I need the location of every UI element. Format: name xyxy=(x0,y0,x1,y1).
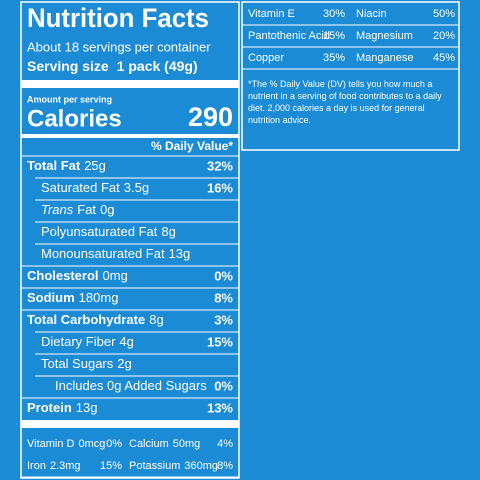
nutrient-name: Includes 0g Added Sugars xyxy=(55,378,207,393)
daily-value: 8% xyxy=(214,290,233,305)
footnote: *The % Daily Value (DV) tells you how mu… xyxy=(248,79,442,125)
nutrient-amount: 8g xyxy=(161,224,175,239)
calories-value: 290 xyxy=(188,102,233,132)
vitamin: Manganese xyxy=(356,52,414,64)
nutrient-amount: 180mg xyxy=(79,290,119,305)
vitamin-dv: 20% xyxy=(433,30,455,42)
vitamin-amount: 50mg xyxy=(173,438,201,450)
servings: About 18 servings per container xyxy=(27,39,211,54)
vitamin-name: Vitamin E xyxy=(248,8,295,20)
nutrient: Protein 13g xyxy=(27,400,98,415)
nutrient-amount: 4g xyxy=(119,334,133,349)
nutrient-name: Total Sugars xyxy=(41,356,114,371)
calories-label: Calories xyxy=(27,105,122,132)
vitamin: Magnesium xyxy=(356,30,413,42)
nutrient-name: Dietary Fiber xyxy=(41,334,116,349)
vitamin-amount: 2.3mg xyxy=(50,460,81,472)
nutrient: Cholesterol 0mg xyxy=(27,268,128,283)
serving-size-value: 1 pack (49g) xyxy=(117,58,198,74)
nutrient-name: Total Carbohydrate xyxy=(27,312,145,327)
vitamin-name: Copper xyxy=(248,52,284,64)
vitamin: Iron 2.3mg xyxy=(27,460,81,472)
nutrient: Dietary Fiber 4g xyxy=(41,334,134,349)
title: Nutrition Facts xyxy=(27,3,209,33)
vitamin-dv: 50% xyxy=(433,8,455,20)
vitamin-dv: 15% xyxy=(100,460,122,472)
vitamin-dv: 30% xyxy=(323,8,345,20)
nutrient: Polyunsaturated Fat 8g xyxy=(41,224,176,239)
vitamin-dv: 15% xyxy=(323,30,345,42)
thick-rule xyxy=(21,80,239,88)
daily-value: 13% xyxy=(207,400,233,415)
vitamin-name: Pantothenic Acid xyxy=(248,30,330,42)
left-panel xyxy=(20,1,240,479)
serving-size-label: Serving size xyxy=(27,58,109,74)
vitamin: Copper xyxy=(248,52,284,64)
vitamin-dv: 45% xyxy=(433,52,455,64)
vitamin-dv: 35% xyxy=(323,52,345,64)
nutrient-name: Polyunsaturated Fat xyxy=(41,224,158,239)
vitamin-amount: 0mcg xyxy=(78,438,105,450)
nutrient: Sodium 180mg xyxy=(27,290,118,305)
nutrient-name: Sodium xyxy=(27,290,75,305)
medium-rule xyxy=(21,134,239,138)
daily-value: 32% xyxy=(207,158,233,173)
vitamin-name: Niacin xyxy=(356,8,387,20)
nutrient-name: Saturated Fat xyxy=(41,180,120,195)
daily-value: 3% xyxy=(214,312,233,327)
vitamin: Calcium 50mg xyxy=(129,438,200,450)
nutrient-name: Total Fat xyxy=(27,158,81,173)
daily-value: 0% xyxy=(214,378,233,393)
vitamin-name: Manganese xyxy=(356,52,414,64)
amount-per-serving: Amount per serving xyxy=(27,94,112,104)
vitamin-dv: 4% xyxy=(217,438,233,450)
nutrient-amount: 2g xyxy=(117,356,131,371)
vitamin-name: Calcium xyxy=(129,438,169,450)
nutrient: Trans Fat 0g xyxy=(41,202,115,217)
nutrient-name: Fat xyxy=(77,202,96,217)
daily-value: 16% xyxy=(207,180,233,195)
vitamin: Potassium 360mg xyxy=(129,460,218,472)
vitamin-dv: 0% xyxy=(106,438,122,450)
right-panel xyxy=(241,1,460,151)
nutrient-prefix: Trans xyxy=(41,202,74,217)
daily-value: 0% xyxy=(214,268,233,283)
vitamin: Vitamin E xyxy=(248,8,295,20)
nutrient: Monounsaturated Fat 13g xyxy=(41,246,190,261)
nutrient-amount: 13g xyxy=(76,400,98,415)
thick-rule xyxy=(21,420,239,428)
vitamin-dv: 8% xyxy=(217,460,233,472)
vitamin-name: Potassium xyxy=(129,460,180,472)
vitamin: Niacin xyxy=(356,8,387,20)
nutrient-amount: 0mg xyxy=(103,268,128,283)
dv-header: % Daily Value* xyxy=(151,139,233,153)
nutrient: Total Fat 25g xyxy=(27,158,106,173)
serving-size: Serving size 1 pack (49g) xyxy=(27,58,198,74)
vitamin-amount: 360mg xyxy=(184,460,218,472)
nutrient-name: Cholesterol xyxy=(27,268,99,283)
nutrient: Total Carbohydrate 8g xyxy=(27,312,164,327)
nutrient-amount: 13g xyxy=(169,246,191,261)
nutrient-amount: 8g xyxy=(149,312,163,327)
vitamin-name: Magnesium xyxy=(356,30,413,42)
vitamin: Pantothenic Acid xyxy=(248,30,330,42)
daily-value: 15% xyxy=(207,334,233,349)
nutrient-amount: 0g xyxy=(100,202,114,217)
vitamin-name: Iron xyxy=(27,460,46,472)
nutrient: Includes 0g Added Sugars xyxy=(55,378,207,393)
vitamin-name: Vitamin D xyxy=(27,438,75,450)
nutrient-amount: 25g xyxy=(84,158,106,173)
nutrient-amount: 3.5g xyxy=(124,180,149,195)
vitamin: Vitamin D 0mcg xyxy=(27,438,105,450)
nutrient-name: Monounsaturated Fat xyxy=(41,246,165,261)
nutrient-name: Protein xyxy=(27,400,72,415)
nutrient: Saturated Fat 3.5g xyxy=(41,180,149,195)
nutrient: Total Sugars 2g xyxy=(41,356,132,371)
